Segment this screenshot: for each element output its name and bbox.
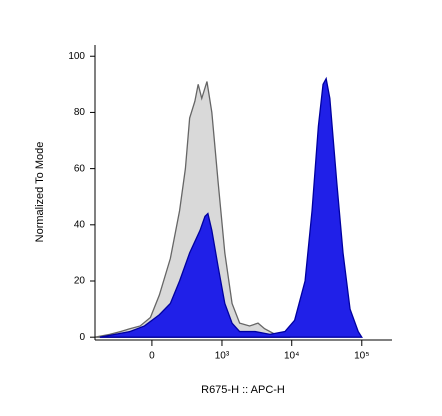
x-tick-label: 0 [149,351,155,362]
y-tick-label: 60 [74,163,86,174]
y-tick-label: 40 [74,219,86,230]
histogram-area [94,81,291,338]
x-axis-label: R675-H :: APC-H [201,384,285,396]
x-tick-label: 10³ [215,351,230,362]
y-tick-label: 20 [74,276,86,287]
x-tick-label: 10⁴ [284,351,299,362]
x-tick-label: 10⁵ [354,351,369,362]
y-tick-label: 0 [79,332,85,343]
y-axis-label: Normalized To Mode [34,142,46,243]
histogram-area [99,76,363,338]
y-tick-label: 100 [68,51,85,62]
y-tick-label: 80 [74,107,86,118]
